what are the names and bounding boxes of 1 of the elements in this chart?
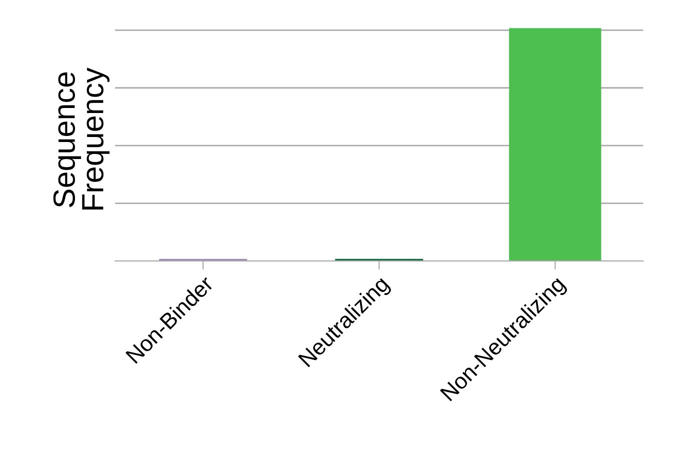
y-axis-title: Sequence Frequency (53, 68, 110, 210)
